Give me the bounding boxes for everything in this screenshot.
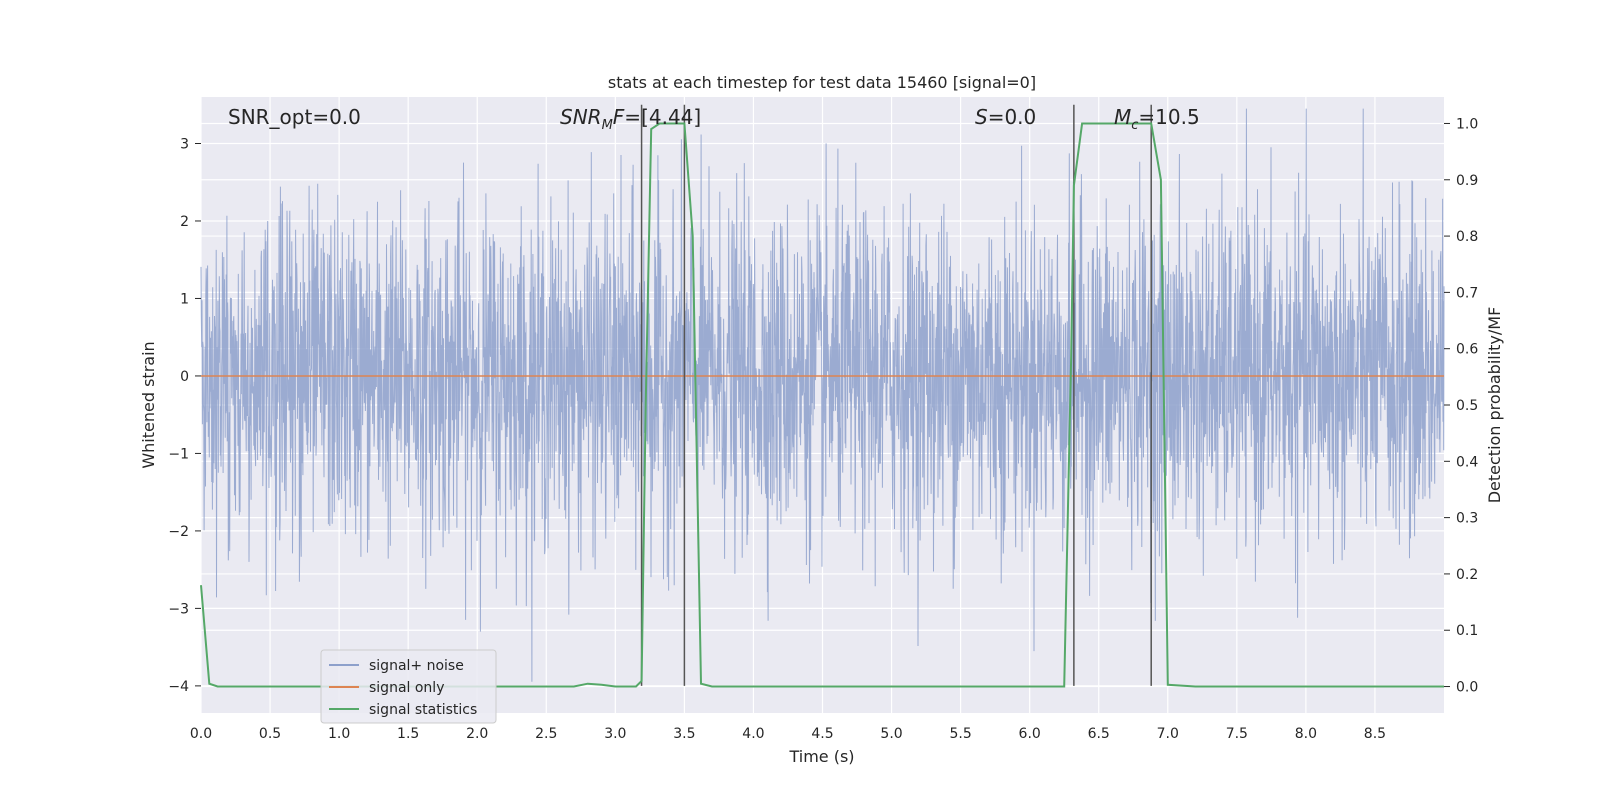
y-right-tick-label: 0.9: [1456, 173, 1478, 189]
signal-plus-noise-line: [200, 108, 1445, 682]
x-tick-label: 0.0: [190, 726, 212, 742]
y-tick-label: 2: [180, 214, 189, 230]
x-tick-label: 7.5: [1226, 726, 1248, 742]
legend-box: [320, 649, 497, 724]
y-tick-label: −4: [168, 679, 189, 695]
y-right-tick-label: 0.8: [1456, 229, 1478, 245]
y-right-tick-label: 0.7: [1456, 285, 1478, 301]
x-tick-label: 5.0: [880, 726, 902, 742]
x-tick-label: 5.5: [949, 726, 971, 742]
series-signal-plus-noise: [200, 108, 1445, 682]
x-tick-label: 4.5: [811, 726, 833, 742]
x-tick-labels: 0.0 0.5 1.0 1.5 2.0 2.5 3.0 3.5 4.0 4.5 5.0 5.5 6.0 6…: [190, 726, 1386, 742]
x-tick-label: 8.5: [1364, 726, 1386, 742]
legend-label: signal+ noise: [369, 658, 464, 674]
chart-title: stats at each timestep for test data 154…: [608, 73, 1036, 92]
y-axis-label: Whitened strain: [139, 341, 158, 468]
y-tick-label: 1: [180, 291, 189, 307]
y-right-tick-labels: 1.0 0.9 0.8 0.7 0.6 0.5 0.4 0.3 0.2 0.1 0.0: [1444, 116, 1478, 696]
annotation-snr-mf: SNRMF=[4.44]: [560, 105, 701, 133]
annotation-mc: Mc=10.5: [1114, 105, 1200, 133]
x-tick-label: 1.0: [328, 726, 350, 742]
y-right-tick-label: 0.2: [1456, 567, 1478, 583]
vertical-markers: [640, 104, 1152, 686]
x-tick-label: 2.0: [466, 726, 488, 742]
y-right-tick-label: 0.1: [1456, 623, 1478, 639]
legend-label: signal statistics: [369, 702, 477, 718]
x-axis-label: Time (s): [788, 747, 854, 766]
x-tick-label: 1.5: [397, 726, 419, 742]
y-tick-label: 3: [180, 136, 189, 152]
x-tick-label: 8.0: [1295, 726, 1317, 742]
y-right-axis-label: Detection probability/MF: [1485, 307, 1504, 504]
y-tick-label: −2: [168, 524, 189, 540]
annotation-snr-opt: SNR_opt=0.0: [228, 105, 361, 129]
x-tick-label: 4.0: [742, 726, 764, 742]
y-right-tick-label: 1.0: [1456, 116, 1478, 132]
x-tick-label: 6.0: [1019, 726, 1041, 742]
y-right-tick-label: 0.4: [1456, 454, 1478, 470]
annotation-s: S=0.0: [975, 105, 1036, 129]
x-tick-label: 0.5: [259, 726, 281, 742]
y-tick-labels: 3 2 1 0 −1 −2 −3 −4: [168, 136, 201, 695]
x-tick-label: 3.5: [673, 726, 695, 742]
legend: signal+ noise signal only signal statistic…: [320, 649, 497, 724]
annotations: SNR_opt=0.0 SNRMF=[4.44] S=0.0 Mc=10.5: [228, 105, 1200, 133]
legend-label: signal only: [369, 680, 444, 696]
x-tick-label: 3.0: [604, 726, 626, 742]
x-tick-label: 7.0: [1157, 726, 1179, 742]
y-right-tick-label: 0.6: [1456, 342, 1478, 358]
x-tick-label: 2.5: [535, 726, 557, 742]
y-right-tick-label: 0.5: [1456, 398, 1478, 414]
y-tick-label: 0: [180, 369, 189, 385]
y-tick-label: −3: [168, 601, 189, 617]
y-right-tick-label: 0.0: [1456, 680, 1478, 696]
y-right-tick-label: 0.3: [1456, 511, 1478, 527]
x-tick-label: 6.5: [1088, 726, 1110, 742]
y-tick-label: −1: [168, 446, 189, 462]
